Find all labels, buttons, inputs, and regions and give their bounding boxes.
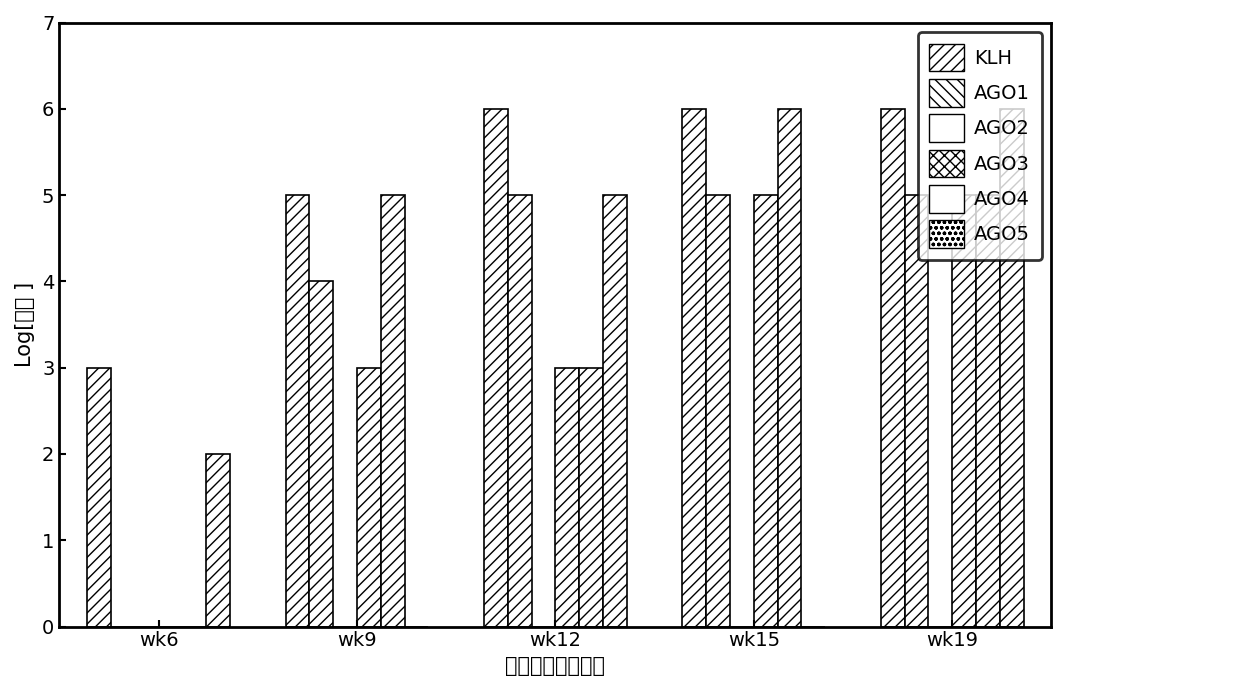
Bar (754, 195, 777, 627)
Bar (87, 368, 110, 627)
X-axis label: 免疫开始后的周数: 免疫开始后的周数 (506, 656, 605, 676)
Legend: KLH, AGO1, AGO2, AGO3, AGO4, AGO5: KLH, AGO1, AGO2, AGO3, AGO4, AGO5 (918, 32, 1042, 260)
Bar (484, 108, 507, 627)
Bar (579, 368, 603, 627)
Bar (357, 368, 381, 627)
Bar (285, 195, 309, 627)
Bar (904, 195, 929, 627)
Bar (381, 195, 404, 627)
Bar (880, 108, 904, 627)
Bar (309, 281, 334, 627)
Bar (507, 195, 532, 627)
Bar (706, 195, 730, 627)
Bar (777, 108, 801, 627)
Y-axis label: Log[滴度 ]: Log[滴度 ] (15, 282, 35, 367)
Bar (556, 368, 579, 627)
Bar (999, 108, 1024, 627)
Bar (952, 195, 976, 627)
Bar (976, 195, 999, 627)
Bar (682, 108, 706, 627)
Bar (603, 195, 626, 627)
Bar (206, 454, 229, 627)
